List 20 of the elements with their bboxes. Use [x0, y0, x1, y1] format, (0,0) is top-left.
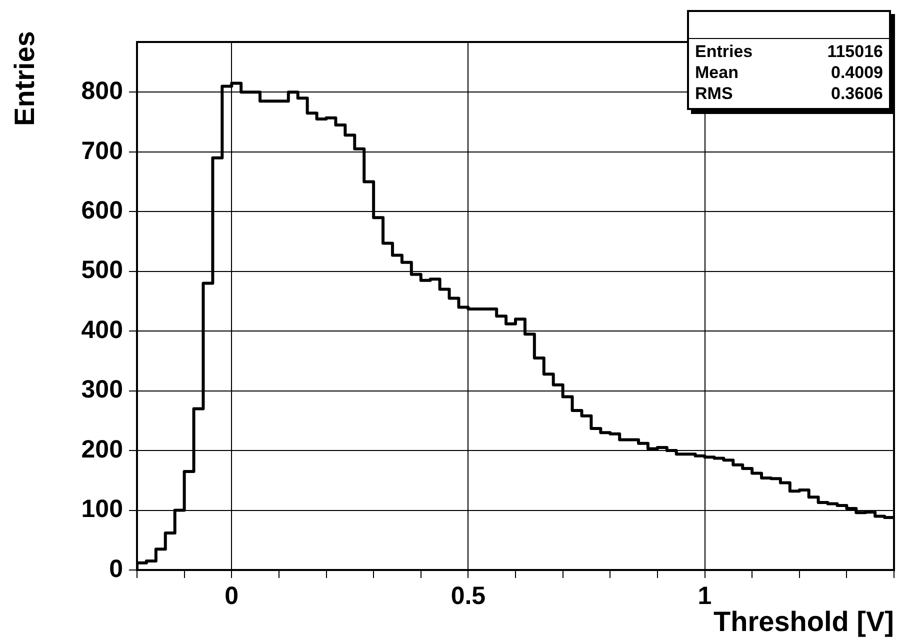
y-tick-label: 100 — [81, 495, 123, 524]
x-tick-label: 1 — [698, 582, 712, 610]
annotation: 0.4009 — [830, 62, 883, 83]
y-tick-label: 0 — [109, 554, 123, 583]
y-tick-label: 600 — [81, 196, 123, 225]
annotation: 115016 — [826, 41, 883, 62]
y-tick-label: 200 — [81, 435, 123, 464]
x-axis-title: Threshold [V] — [714, 606, 894, 638]
annotation: Mean — [695, 62, 740, 83]
y-tick-label: 300 — [81, 376, 123, 404]
y-tick-label: 700 — [81, 136, 123, 165]
y-tick-label: 500 — [81, 256, 123, 284]
annotation: RMS — [695, 83, 734, 104]
y-tick-label: 400 — [81, 316, 123, 344]
y-tick-label: 800 — [81, 77, 123, 106]
annotation: Entries — [695, 41, 754, 62]
annotation: 0.3606 — [830, 83, 883, 104]
y-axis-title: Entries — [9, 31, 41, 128]
x-tick-label: 0 — [224, 582, 239, 610]
x-tick-label: 0.5 — [450, 582, 486, 610]
